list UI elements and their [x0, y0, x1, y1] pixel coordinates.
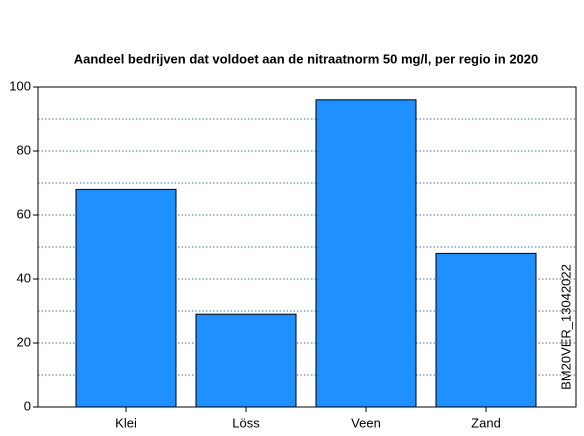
- x-tick-label: Zand: [471, 415, 501, 430]
- y-tick-label: 80: [17, 142, 31, 157]
- y-tick-label: 0: [24, 398, 31, 413]
- chart-title: Aandeel bedrijven dat voldoet aan de nit…: [74, 51, 539, 66]
- bar: [315, 99, 417, 408]
- y-tick-label: 60: [17, 206, 31, 221]
- bar: [435, 252, 537, 408]
- x-tick-label: Veen: [351, 415, 381, 430]
- x-tick-label: Klei: [115, 415, 137, 430]
- y-tick-label: 40: [17, 270, 31, 285]
- bar: [195, 313, 297, 408]
- annotation: BM20VER_13042022: [558, 264, 573, 390]
- y-tick-label: 20: [17, 334, 31, 349]
- plot-frame: [37, 86, 577, 408]
- bar: [75, 188, 177, 408]
- y-tick-label: 100: [9, 78, 31, 93]
- x-tick-label: Löss: [232, 415, 260, 430]
